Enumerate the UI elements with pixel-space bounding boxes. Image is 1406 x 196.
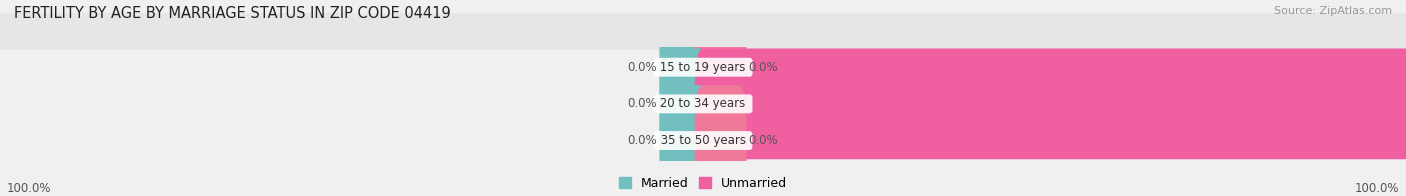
Text: 0.0%: 0.0%: [627, 134, 657, 147]
Text: 100.0%: 100.0%: [7, 182, 52, 195]
FancyBboxPatch shape: [695, 48, 1406, 159]
FancyBboxPatch shape: [0, 50, 1406, 196]
FancyBboxPatch shape: [659, 12, 711, 122]
FancyBboxPatch shape: [659, 48, 711, 159]
Text: 15 to 19 years: 15 to 19 years: [657, 61, 749, 74]
FancyBboxPatch shape: [0, 0, 1406, 158]
Legend: Married, Unmarried: Married, Unmarried: [619, 177, 787, 190]
Text: 20 to 34 years: 20 to 34 years: [657, 97, 749, 110]
Text: FERTILITY BY AGE BY MARRIAGE STATUS IN ZIP CODE 04419: FERTILITY BY AGE BY MARRIAGE STATUS IN Z…: [14, 6, 451, 21]
FancyBboxPatch shape: [695, 12, 747, 122]
Text: Source: ZipAtlas.com: Source: ZipAtlas.com: [1274, 6, 1392, 16]
Text: 0.0%: 0.0%: [749, 61, 779, 74]
Text: 0.0%: 0.0%: [749, 134, 779, 147]
FancyBboxPatch shape: [0, 13, 1406, 195]
FancyBboxPatch shape: [659, 85, 711, 196]
Text: 0.0%: 0.0%: [627, 97, 657, 110]
Text: 0.0%: 0.0%: [627, 61, 657, 74]
Text: 100.0%: 100.0%: [1354, 182, 1399, 195]
FancyBboxPatch shape: [695, 85, 747, 196]
Text: 35 to 50 years: 35 to 50 years: [657, 134, 749, 147]
